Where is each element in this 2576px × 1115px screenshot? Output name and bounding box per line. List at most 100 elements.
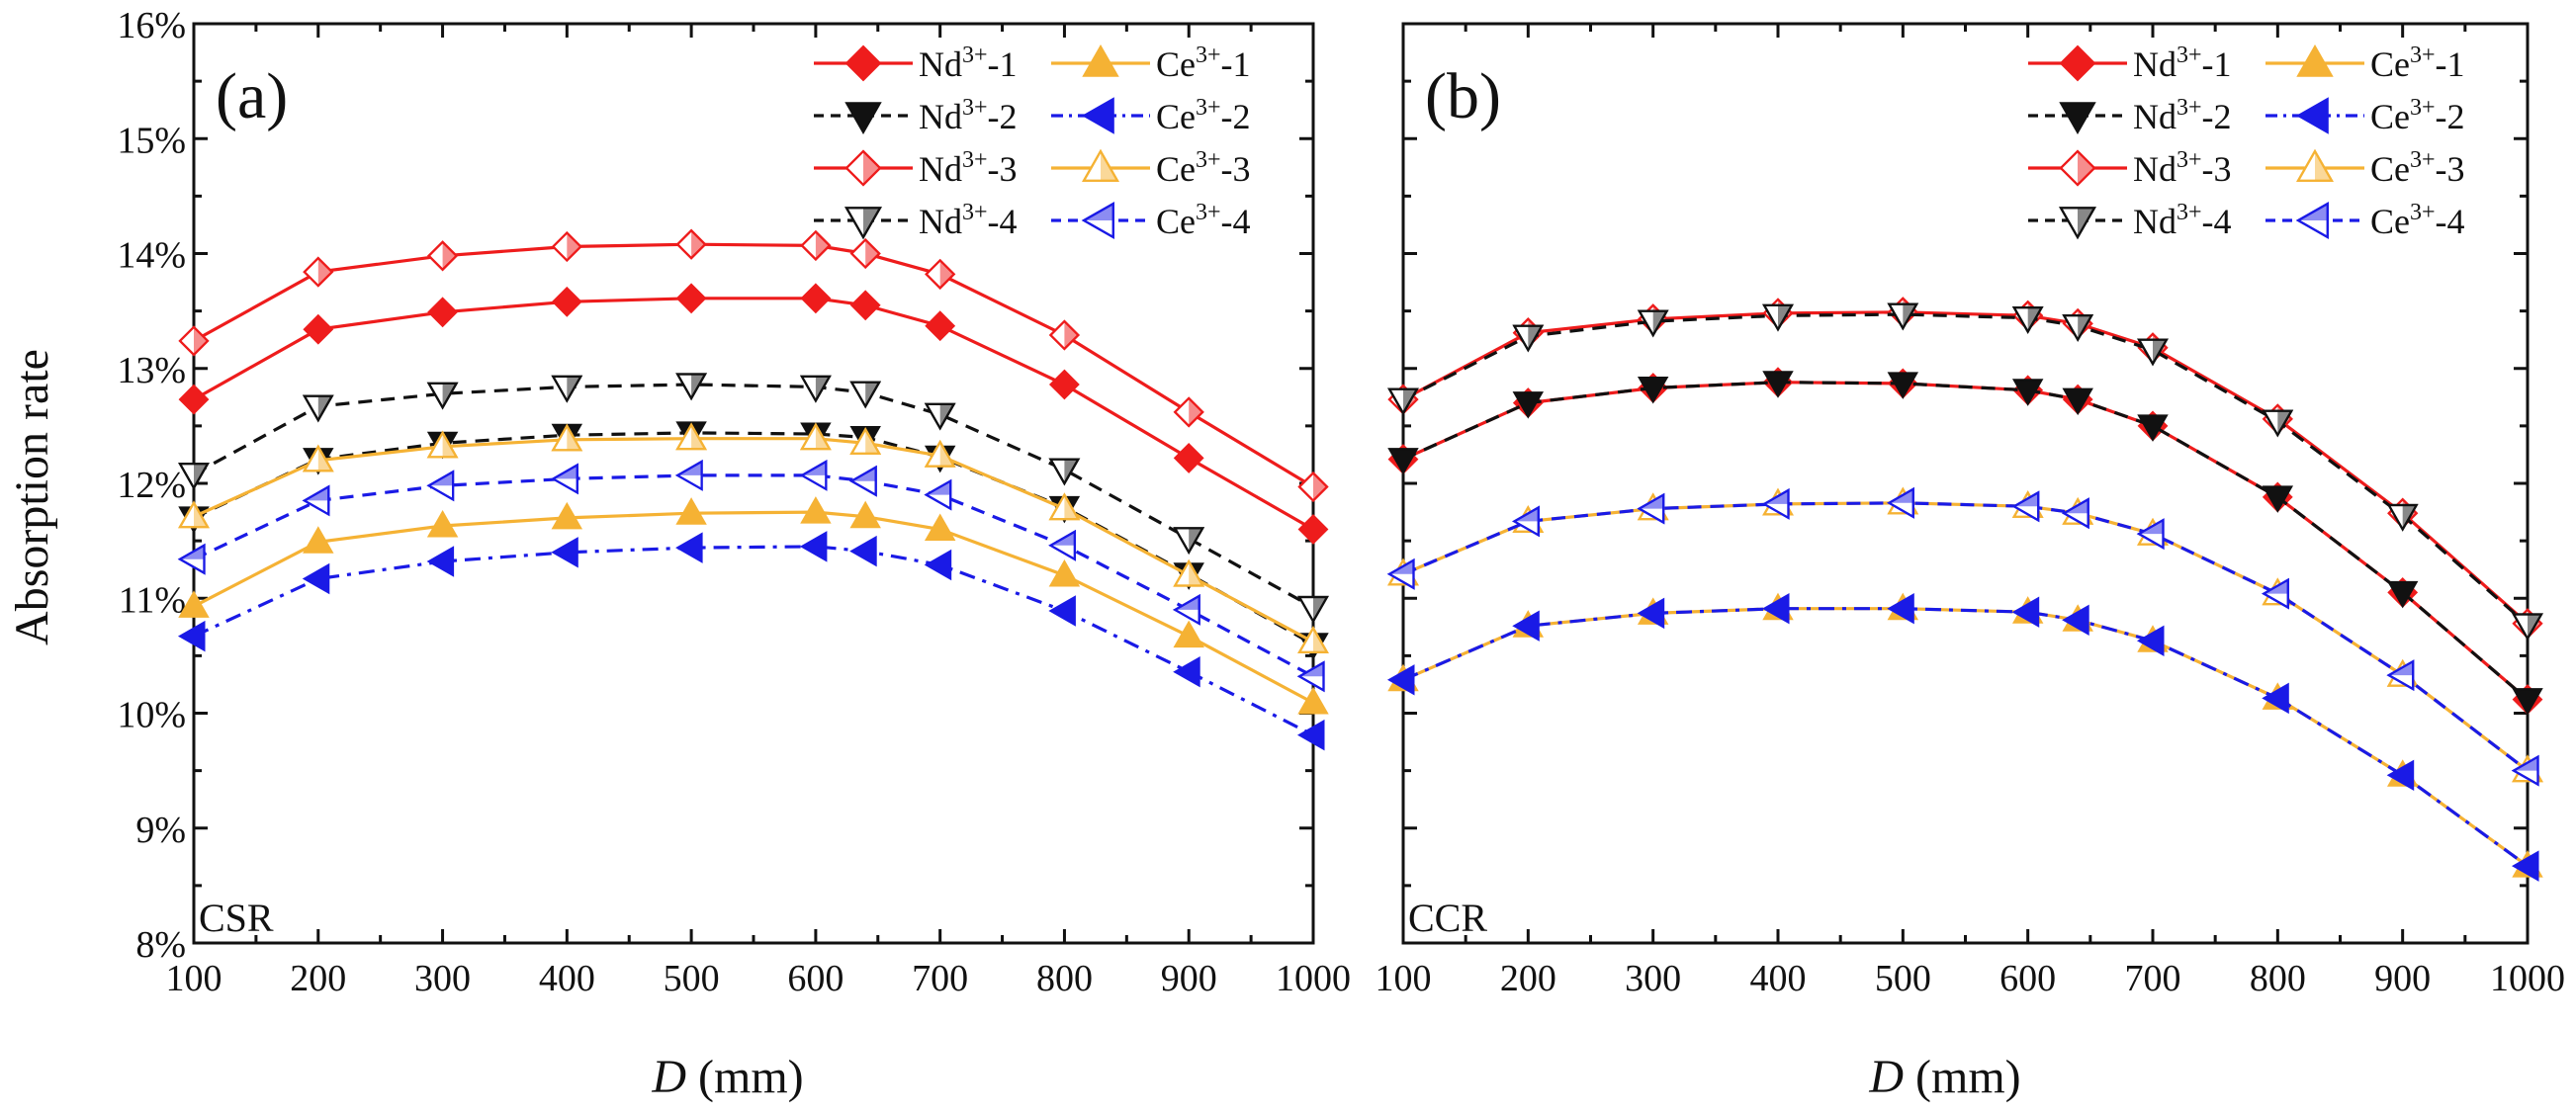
legend-label: Nd3+-3 — [2133, 147, 2232, 189]
data-point — [925, 310, 956, 342]
data-point — [1637, 492, 1665, 525]
legend-marker — [2059, 149, 2096, 187]
legend-item-Nd3: Nd3+-3 — [2028, 147, 2232, 189]
series-line-Ce1 — [193, 510, 1314, 705]
data-point — [2512, 613, 2543, 642]
data-point — [1761, 592, 1790, 625]
legend-marker — [2059, 207, 2096, 240]
data-point — [800, 422, 832, 451]
legend-item-Ce2: Ce3+-2 — [2265, 95, 2465, 136]
legend-item-Nd2: Nd3+-2 — [2028, 95, 2232, 136]
data-point — [2262, 485, 2294, 513]
legend-item-Ce4: Ce3+-4 — [1051, 200, 1251, 241]
y-tick-label: 10% — [117, 695, 186, 736]
data-point — [1512, 505, 1540, 538]
legend-item-Ce4: Ce3+-4 — [2265, 200, 2465, 241]
data-point — [924, 513, 956, 541]
panel-label: (b) — [1425, 60, 1501, 132]
data-point — [1637, 377, 1669, 404]
y-tick-label: 13% — [117, 350, 186, 391]
data-point — [2136, 625, 2165, 657]
legend-marker — [844, 207, 882, 240]
series-Ce1 — [178, 496, 1329, 715]
data-point — [1887, 302, 1919, 331]
legend-marker — [1081, 97, 1114, 134]
condition-label: CSR — [199, 896, 274, 940]
series-line-Nd1 — [193, 297, 1314, 531]
series-Nd3 — [178, 228, 1329, 503]
y-tick-label: 8% — [135, 924, 186, 966]
x-tick-label: 200 — [290, 958, 346, 999]
data-point — [800, 229, 832, 261]
x-tick-label: 300 — [414, 958, 471, 999]
data-point — [1637, 597, 1665, 630]
series-Nd4 — [178, 373, 1329, 624]
series-line-Ce3 — [1402, 501, 2529, 772]
legend-marker — [1082, 43, 1119, 77]
legend-marker — [2296, 148, 2334, 182]
legend-marker — [2295, 97, 2329, 134]
legend-item-Ce1: Ce3+-1 — [2265, 43, 2465, 84]
data-point — [1387, 448, 1419, 475]
data-point — [426, 546, 455, 577]
series-Nd3 — [1387, 297, 2543, 640]
x-tick-label: 300 — [1625, 958, 1681, 999]
data-point — [178, 590, 210, 618]
data-point — [1048, 558, 1081, 587]
legend-marker — [844, 102, 882, 135]
data-point — [1887, 486, 1914, 519]
data-point — [1173, 558, 1205, 587]
data-point — [427, 297, 459, 328]
x-axis-title-a: D (mm) — [651, 1051, 803, 1103]
data-point — [1297, 686, 1329, 715]
legend-marker — [2295, 202, 2329, 239]
series-Nd2 — [1387, 371, 2543, 716]
series-line-Nd3 — [193, 242, 1314, 488]
data-point — [1048, 492, 1081, 521]
series-line-Ce4 — [1402, 501, 2529, 772]
data-point — [2011, 306, 2044, 334]
legend-item-Ce2: Ce3+-2 — [1051, 95, 1251, 136]
data-point — [426, 470, 455, 502]
legend-item-Ce3: Ce3+-3 — [2265, 147, 2465, 189]
x-tick-label: 800 — [2250, 958, 2306, 999]
x-tick-label: 800 — [1036, 958, 1093, 999]
legend-marker — [2296, 43, 2334, 77]
data-point — [1297, 514, 1329, 545]
data-point — [2011, 379, 2044, 406]
x-tick-label: 600 — [1999, 958, 2056, 999]
series-line-Nd4 — [1402, 312, 2530, 627]
data-point — [551, 230, 582, 263]
data-point — [1887, 372, 1919, 399]
data-point — [1386, 664, 1415, 696]
x-tick-label: 600 — [787, 958, 844, 999]
data-point — [1296, 660, 1325, 693]
legend-marker — [2059, 44, 2096, 82]
data-point — [178, 325, 210, 357]
y-tick-label: 11% — [119, 579, 186, 621]
y-tick-label: 15% — [117, 120, 186, 161]
data-point — [675, 532, 703, 563]
legend-label: Nd3+-2 — [2133, 95, 2232, 136]
legend-label: Ce3+-3 — [2370, 147, 2465, 189]
series-Ce2 — [1386, 592, 2539, 882]
plot-frame — [1401, 22, 2530, 945]
data-point — [2136, 518, 2165, 550]
data-point — [1173, 396, 1204, 428]
data-point — [1297, 626, 1329, 654]
data-point — [426, 509, 459, 538]
series-Nd4 — [1387, 302, 2543, 642]
legend-item-Nd2: Nd3+-2 — [814, 95, 1018, 136]
legend-item-Nd1: Nd3+-1 — [2028, 43, 2232, 84]
x-axis-title-unit: (mm) — [1904, 1051, 2021, 1103]
data-point — [303, 313, 334, 345]
data-point — [674, 460, 703, 491]
data-point — [799, 531, 828, 562]
data-point — [924, 439, 956, 468]
data-point — [426, 382, 459, 410]
x-axis-title-unit: (mm) — [686, 1051, 804, 1103]
data-point — [2011, 596, 2040, 628]
legend-label: Ce3+-1 — [1156, 43, 1251, 84]
legend-label: Ce3+-1 — [2370, 43, 2465, 84]
